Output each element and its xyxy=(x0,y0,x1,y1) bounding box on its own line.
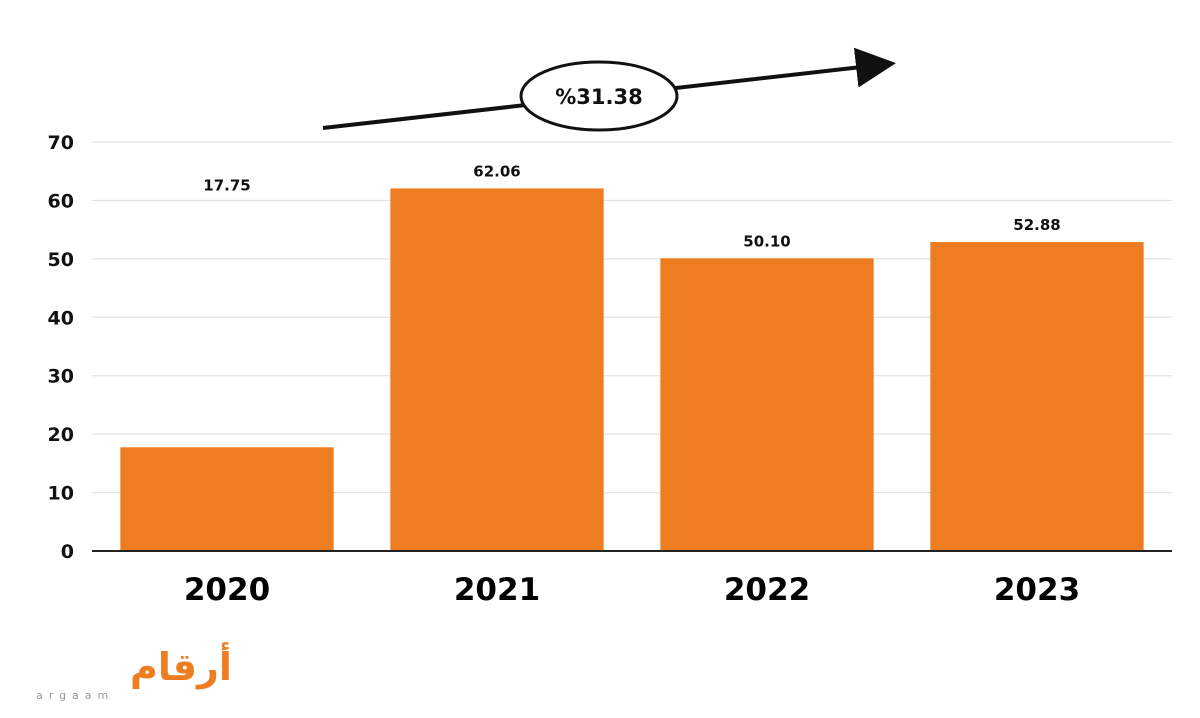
logo-latin-text: argaam xyxy=(36,689,114,702)
gridlines xyxy=(92,141,1172,494)
y-tick-label: 30 xyxy=(48,366,74,388)
growth-callout-text: %31.38 xyxy=(555,85,642,109)
data-labels: 17.75 62.06 50.10 52.88 xyxy=(203,162,1060,250)
logo-arabic-text: أرقام xyxy=(130,642,232,690)
x-tick-label-2020: 2020 xyxy=(184,572,270,608)
argaam-logo: أرقام argaam xyxy=(36,642,232,702)
y-tick-label: 0 xyxy=(61,541,74,563)
y-axis-ticks: 0 10 20 30 40 50 60 70 xyxy=(48,132,74,563)
y-tick-label: 70 xyxy=(48,132,74,154)
y-tick-label: 40 xyxy=(48,307,74,329)
y-tick-label: 60 xyxy=(48,190,74,212)
growth-callout-ellipse xyxy=(519,60,679,132)
x-tick-label-2022: 2022 xyxy=(724,572,810,608)
y-tick-label: 10 xyxy=(48,483,74,505)
data-label-2020: 17.75 xyxy=(203,176,250,194)
data-label-2023: 52.88 xyxy=(1013,216,1060,234)
bar-2021 xyxy=(390,188,604,552)
x-tick-label-2023: 2023 xyxy=(994,572,1080,608)
bar-2023 xyxy=(930,242,1144,551)
x-axis-ticks: 2020 2021 2022 2023 xyxy=(184,572,1080,608)
growth-callout: %31.38 xyxy=(322,47,896,132)
y-tick-label: 20 xyxy=(48,424,74,446)
bar-2020 xyxy=(120,447,334,551)
bar-2022 xyxy=(660,258,874,551)
bars xyxy=(120,188,1144,552)
data-label-2022: 50.10 xyxy=(743,232,790,250)
y-tick-label: 50 xyxy=(48,249,74,271)
data-label-2021: 62.06 xyxy=(473,162,520,180)
x-tick-label-2021: 2021 xyxy=(454,572,540,608)
